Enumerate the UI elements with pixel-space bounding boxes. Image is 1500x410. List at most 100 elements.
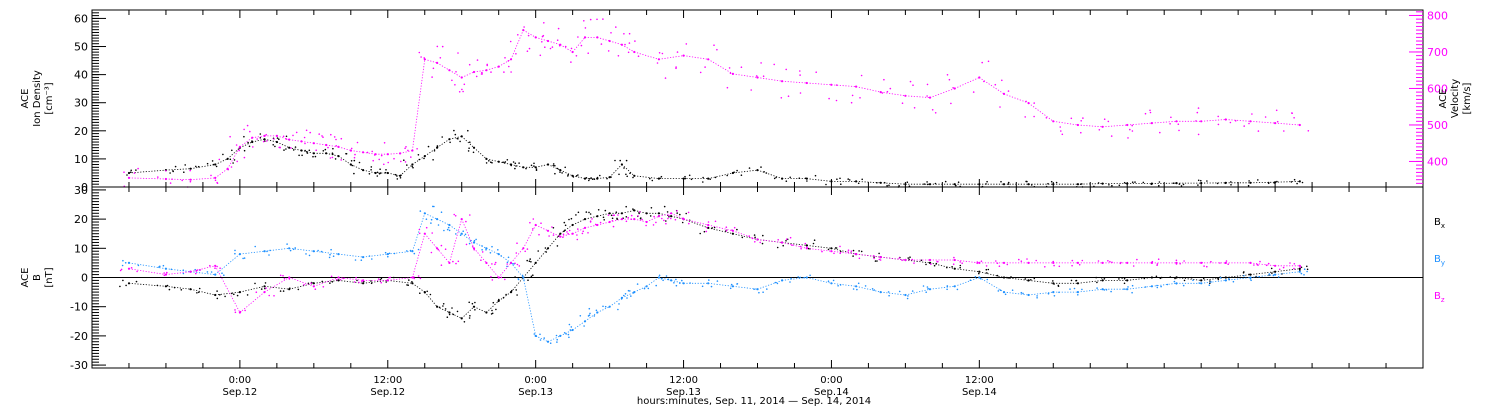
velocity-point (235, 144, 238, 146)
velocity-point (275, 134, 278, 137)
velocity-segment (1127, 122, 1152, 126)
ion-density-point (756, 169, 759, 172)
b-z-point (1278, 268, 1281, 271)
b-z-point (548, 235, 550, 237)
velocity-point (851, 94, 854, 97)
b-x-point (260, 288, 263, 290)
b-x-point (1008, 277, 1010, 279)
velocity-point (1149, 109, 1151, 112)
velocity-point (912, 84, 914, 86)
ion-density-point (684, 177, 687, 180)
ion-density-point (552, 164, 554, 167)
b-y-point (799, 276, 801, 279)
ion-density-segment (535, 164, 549, 168)
b-x-segment (498, 291, 512, 302)
b-z-point (551, 226, 553, 228)
b-y-point (1123, 288, 1125, 290)
left-axis-title: ACEB[nT] (20, 267, 55, 287)
b-y-segment (461, 233, 475, 243)
velocity-segment (732, 73, 758, 78)
b-x-point (812, 242, 815, 245)
b-y-point (1096, 287, 1098, 289)
b-z-point (688, 222, 690, 225)
b-x-point (468, 317, 471, 319)
b-x-point (1101, 279, 1104, 282)
ion-density-point (556, 167, 559, 170)
b-y-point (898, 290, 901, 293)
b-z-segment (560, 233, 573, 237)
ion-density-point (172, 170, 174, 172)
ion-density-point (585, 177, 588, 179)
b-y-point (430, 218, 433, 221)
velocity-point (1002, 92, 1006, 95)
b-z-point (733, 226, 736, 229)
y-tick-label: -20 (70, 330, 88, 343)
velocity-point (589, 18, 592, 21)
b-y-point (1027, 293, 1030, 297)
velocity-point (1217, 123, 1220, 126)
b-x-point (216, 297, 219, 300)
b-z-point (953, 258, 956, 262)
ion-density-point (457, 138, 459, 140)
velocity-point (321, 135, 323, 137)
b-z-point (1206, 265, 1208, 268)
velocity-point (410, 156, 412, 158)
b-y-point (210, 271, 213, 273)
b-z-point (901, 259, 903, 262)
y-tick-label: 60 (74, 12, 88, 25)
b-y-point (927, 287, 929, 290)
velocity-point (1101, 125, 1104, 128)
b-y-segment (289, 247, 314, 252)
b-z-point (465, 243, 468, 246)
velocity-point (1248, 122, 1250, 125)
b-y-segment (757, 280, 783, 290)
b-y-point (436, 218, 439, 221)
b-y-point (911, 290, 914, 292)
b-z-point (667, 217, 669, 220)
velocity-point (1224, 118, 1227, 121)
b-x-point (495, 308, 497, 311)
b-z-point (582, 230, 584, 233)
ion-density-point (212, 163, 215, 166)
velocity-point (431, 76, 433, 78)
b-x-point (1123, 277, 1126, 280)
b-x-point (874, 260, 877, 262)
velocity-point (229, 135, 231, 138)
b-y-segment (658, 277, 672, 281)
b-z-point (879, 256, 882, 259)
b-z-point (471, 246, 474, 248)
b-z-point (263, 291, 266, 294)
ion-density-point (953, 183, 956, 186)
velocity-point (480, 73, 483, 75)
ion-density-point (765, 172, 768, 174)
b-y-point (473, 239, 476, 242)
velocity-point (948, 78, 951, 81)
b-y-point (430, 222, 432, 224)
b-y-point (559, 334, 562, 337)
b-y-point (506, 265, 508, 268)
b-y-segment (572, 320, 586, 331)
velocity-point (571, 50, 574, 54)
ion-density-point (632, 176, 634, 179)
b-x-segment (1250, 271, 1276, 275)
velocity-segment (400, 150, 413, 154)
velocity-point (928, 96, 932, 99)
b-y-point (662, 279, 664, 282)
b-z-point (904, 258, 907, 262)
b-x-point (959, 264, 962, 267)
b-z-segment (880, 256, 906, 261)
velocity-point (249, 130, 251, 133)
b-z-point (1126, 261, 1129, 264)
velocity-point (262, 140, 265, 143)
ion-density-point (1007, 183, 1010, 185)
b-z-point (751, 237, 754, 240)
velocity-point (608, 39, 611, 43)
velocity-point (309, 131, 312, 134)
b-y-point (221, 272, 223, 275)
b-z-segment (547, 230, 561, 237)
b-y-point (997, 290, 1000, 292)
ion-density-point (1118, 184, 1121, 187)
b-x-point (615, 211, 618, 213)
velocity-point (411, 149, 414, 152)
